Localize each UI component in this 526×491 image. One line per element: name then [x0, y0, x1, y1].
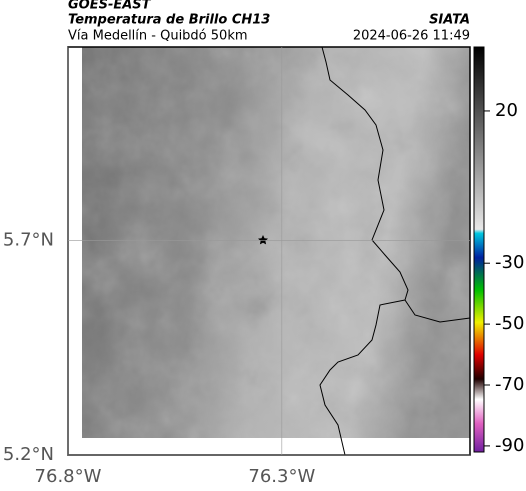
location-marker [258, 235, 268, 245]
title: GOES-EAST [68, 0, 152, 13]
colorbar-tick-label: 20 [495, 100, 518, 121]
region: Vía Medellín - Quibdó 50km [68, 29, 248, 44]
boundary [319, 46, 471, 456]
y-tick-label: 5.7°N [3, 229, 54, 250]
datetime: 2024-06-26 11:49 [353, 29, 470, 44]
y-tick-label: 5.2°N [3, 444, 54, 465]
x-tick-label: 76.8°W [35, 466, 102, 487]
colorbar-tick-label: -70 [495, 374, 524, 395]
colorbar [473, 46, 485, 453]
source: SIATA [429, 13, 470, 28]
colorbar-tick-label: -50 [495, 313, 524, 334]
map [67, 46, 471, 456]
colorbar-tick-label: -30 [495, 252, 524, 273]
subtitle: Temperatura de Brillo CH13 [68, 13, 270, 28]
x-tick-label: 76.3°W [248, 466, 315, 487]
colorbar-tick-label: -90 [495, 435, 524, 456]
cloud-texture [82, 47, 470, 438]
